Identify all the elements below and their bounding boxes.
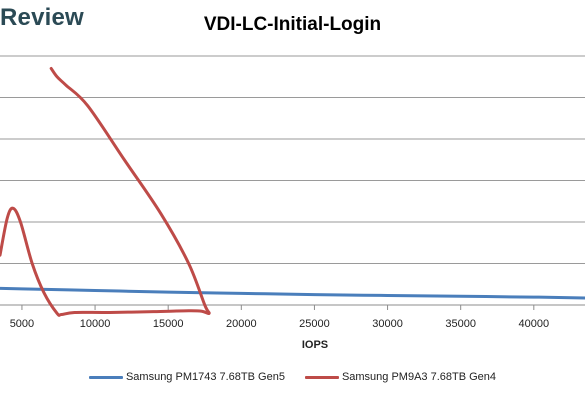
- legend-swatch: [88, 375, 123, 379]
- legend-label: Samsung PM9A3 7.68TB Gen4: [341, 371, 497, 383]
- x-tick-label: 20000: [226, 318, 257, 330]
- x-tick-label: 10000: [80, 318, 111, 330]
- gridlines: [0, 55, 585, 306]
- x-tick-label: 30000: [372, 318, 403, 330]
- series-line-1: [0, 286, 585, 300]
- x-tick-label: 15000: [153, 318, 184, 330]
- legend-item-series-2: Samsung PM9A3 7.68TB Gen4: [304, 371, 497, 383]
- series-line-2: [0, 66, 211, 317]
- x-tick-label: 35000: [445, 318, 476, 330]
- legend: Samsung PM1743 7.68TB Gen5 Samsung PM9A3…: [0, 371, 585, 383]
- x-tick-label: 5000: [10, 318, 34, 330]
- x-tick-label: 25000: [299, 318, 330, 330]
- legend-item-series-1: Samsung PM1743 7.68TB Gen5: [88, 371, 285, 383]
- x-axis-label: IOPS: [302, 339, 328, 351]
- legend-label: Samsung PM1743 7.68TB Gen5: [125, 371, 285, 383]
- review-logo-text: Review: [0, 4, 84, 31]
- legend-swatch: [304, 375, 339, 379]
- x-axis-ticks: 5000 10000 15000 20000 25000 30000 35000 40000: [10, 305, 549, 330]
- series-lines: [0, 66, 585, 317]
- chart-title: VDI-LC-Initial-Login: [203, 14, 382, 35]
- x-tick-label: 40000: [519, 318, 550, 330]
